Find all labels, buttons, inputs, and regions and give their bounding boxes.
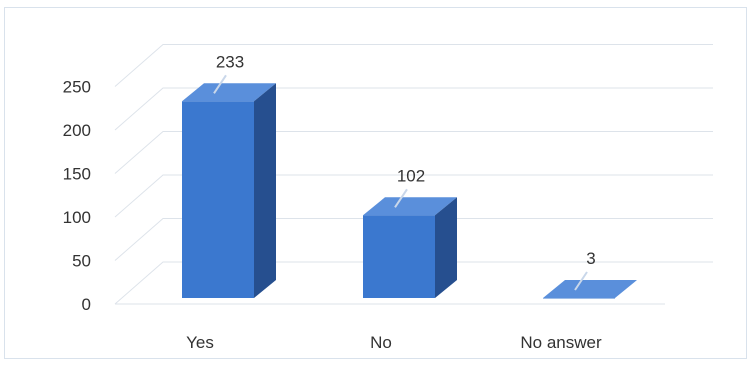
data-label-leader: [574, 271, 588, 291]
y-tick-label: 200: [63, 121, 91, 140]
y-tick-label: 0: [82, 295, 91, 314]
x-category-label: Yes: [186, 333, 214, 352]
bar: [182, 101, 254, 298]
y-tick-label: 250: [63, 78, 91, 97]
x-category-label: No: [370, 333, 392, 352]
gridline: [114, 261, 713, 305]
data-label: 102: [397, 166, 425, 185]
bar-top: [543, 280, 637, 298]
gridline: [114, 218, 713, 261]
bar-top: [363, 197, 457, 216]
data-label: 233: [216, 52, 244, 71]
gridline: [114, 174, 713, 218]
bar-top: [182, 83, 276, 102]
chart-canvas: 0 50 100 150 200 250 233 Yes 102 No 3 No answer: [63, 44, 713, 352]
gridline: [114, 87, 713, 131]
gridline: [114, 131, 713, 174]
y-tick-label: 150: [63, 165, 91, 184]
gridline: [114, 44, 713, 87]
data-label-leader: [213, 74, 227, 94]
data-label: 3: [586, 249, 595, 268]
y-tick-label: 100: [63, 208, 91, 227]
bar: [363, 215, 435, 298]
chart-frame: 0 50 100 150 200 250 233 Yes 102 No 3 No answer: [4, 7, 747, 359]
bar-side: [435, 197, 457, 298]
data-label-leader: [394, 188, 408, 208]
x-category-label: No answer: [520, 333, 602, 352]
bar: [543, 298, 615, 299]
y-tick-label: 50: [72, 252, 91, 271]
bar-side: [254, 83, 276, 298]
